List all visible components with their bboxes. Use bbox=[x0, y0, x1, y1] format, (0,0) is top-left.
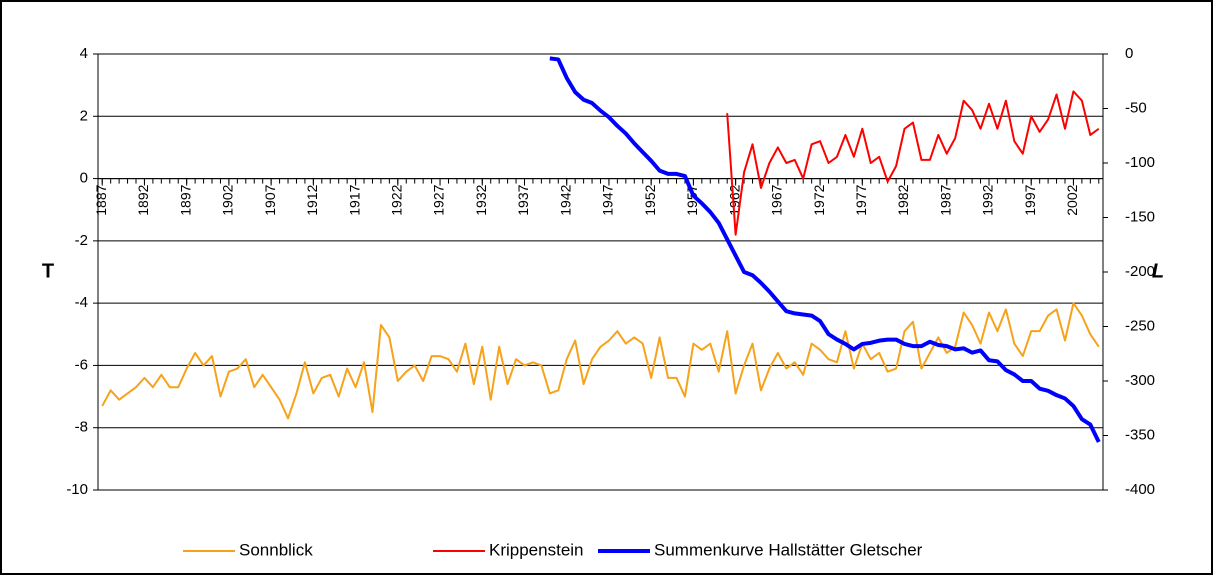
x-tick-label: 1917 bbox=[346, 184, 362, 215]
y-tick-label: 2 bbox=[80, 107, 88, 124]
y2-tick-label: 0 bbox=[1125, 45, 1133, 62]
x-tick-label: 1982 bbox=[895, 184, 911, 215]
x-tick-label: 1902 bbox=[220, 184, 236, 215]
x-tick-label: 2002 bbox=[1064, 184, 1080, 215]
x-tick-label: 1927 bbox=[431, 184, 447, 215]
y-axis-label: T bbox=[42, 260, 54, 282]
y-tick-label: -10 bbox=[66, 481, 88, 498]
y2-tick-label: -200 bbox=[1125, 263, 1155, 280]
y2-tick-label: -350 bbox=[1125, 426, 1155, 443]
x-tick-label: 1922 bbox=[389, 184, 405, 215]
x-tick-label: 1897 bbox=[177, 184, 193, 215]
x-tick-label: 1932 bbox=[473, 184, 489, 215]
y-tick-label: 4 bbox=[80, 45, 88, 62]
x-tick-label: 1967 bbox=[769, 184, 785, 215]
x-tick-label: 1992 bbox=[980, 184, 996, 215]
x-tick-label: 1997 bbox=[1022, 184, 1038, 215]
y-tick-label: 0 bbox=[80, 170, 88, 187]
x-tick-label: 1907 bbox=[262, 184, 278, 215]
x-tick-label: 1942 bbox=[557, 184, 573, 215]
x-tick-label: 1892 bbox=[135, 184, 151, 215]
y-tick-label: -2 bbox=[75, 232, 88, 249]
x-tick-label: 1977 bbox=[853, 184, 869, 215]
y2-tick-label: -100 bbox=[1125, 154, 1155, 171]
series-line bbox=[549, 56, 1101, 443]
y-tick-label: -8 bbox=[75, 419, 88, 436]
y2-tick-label: -150 bbox=[1125, 208, 1155, 225]
y2-tick-label: -400 bbox=[1125, 481, 1155, 498]
legend-label: Summenkurve Hallstätter Gletscher bbox=[654, 540, 923, 559]
y-tick-label: -4 bbox=[75, 294, 88, 311]
x-tick-label: 1887 bbox=[93, 184, 109, 215]
x-tick-label: 1952 bbox=[642, 184, 658, 215]
x-tick-label: 1987 bbox=[937, 184, 953, 215]
series-line bbox=[101, 302, 1100, 420]
y2-tick-label: -50 bbox=[1125, 99, 1147, 116]
y2-axis-label: L bbox=[1152, 260, 1164, 282]
series-line bbox=[726, 90, 1100, 236]
x-tick-label: 1912 bbox=[304, 184, 320, 215]
y2-tick-label: -300 bbox=[1125, 372, 1155, 389]
legend-label: Sonnblick bbox=[239, 540, 313, 559]
y2-tick-label: -250 bbox=[1125, 317, 1155, 334]
y-tick-label: -6 bbox=[75, 356, 88, 373]
x-tick-label: 1947 bbox=[600, 184, 616, 215]
x-tick-label: 1972 bbox=[811, 184, 827, 215]
x-tick-label: 1937 bbox=[515, 184, 531, 215]
legend-label: Krippenstein bbox=[489, 540, 584, 559]
x-tick-label: 1957 bbox=[684, 184, 700, 215]
